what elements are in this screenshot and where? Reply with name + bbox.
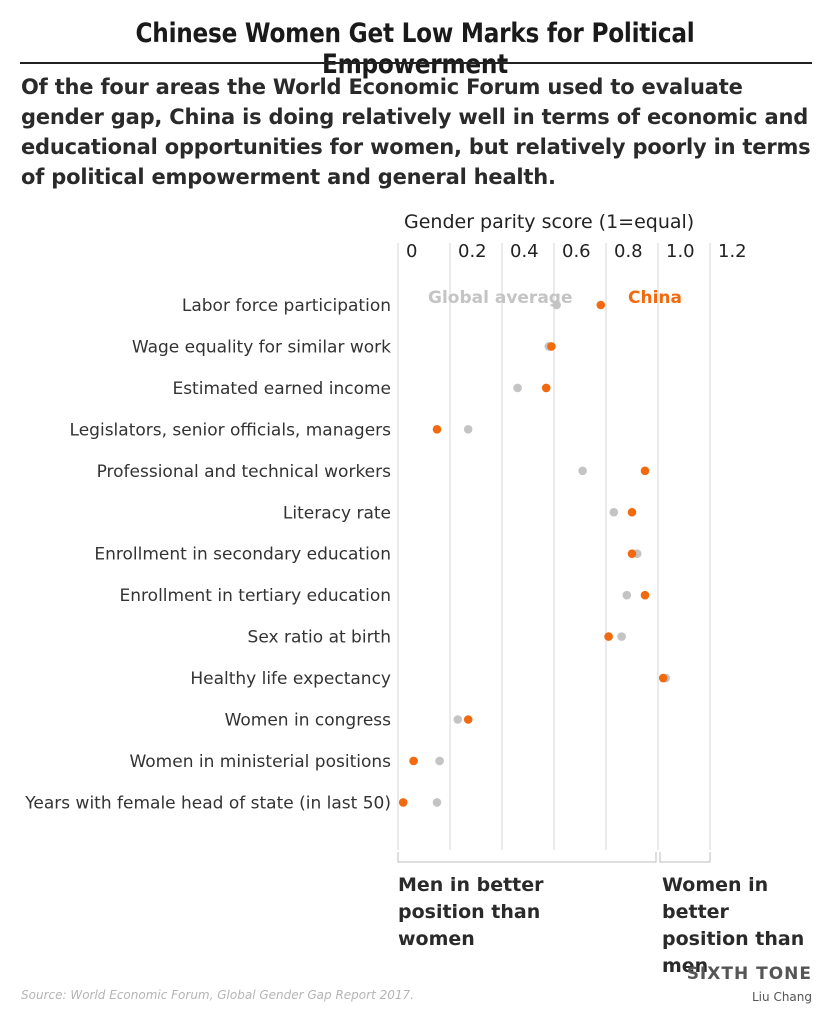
china-point <box>596 300 606 310</box>
category-label: Women in congress <box>225 711 392 731</box>
title-divider <box>20 62 812 64</box>
china-point <box>604 632 613 641</box>
x-tick-label: 0.6 <box>562 241 591 262</box>
x-tick-label: 0.8 <box>614 241 643 262</box>
author-credit: Liu Chang <box>752 990 812 1004</box>
category-labels: Labor force participation Wage equality f… <box>24 296 391 813</box>
category-label: Estimated earned income <box>172 379 391 399</box>
men-better-label: Men in better position than women <box>398 874 544 950</box>
china-point <box>640 590 650 600</box>
category-label: Healthy life expectancy <box>190 669 391 689</box>
dot-plot-chart: Gender parity score (1=equal) 0 0.2 0.4 0.6… <box>24 211 747 863</box>
category-label: Legislators, senior officials, managers <box>70 420 392 440</box>
global-average-point <box>552 300 561 310</box>
category-label: Women in ministerial positions <box>129 752 391 772</box>
x-tick-label: 0.4 <box>510 241 539 262</box>
x-tick-label: 0.2 <box>458 241 487 262</box>
global-average-point <box>622 590 632 600</box>
x-tick-label: 1.2 <box>718 241 747 262</box>
global-average-point <box>463 425 473 434</box>
china-point <box>640 466 650 476</box>
category-label: Wage equality for similar work <box>132 337 391 357</box>
x-tick-label: 0 <box>406 241 417 262</box>
men-better-bracket <box>397 852 657 863</box>
category-label: Enrollment in secondary education <box>94 545 391 565</box>
china-point <box>541 383 551 393</box>
china-point <box>627 549 637 558</box>
region-brackets <box>397 852 711 863</box>
china-point <box>547 342 556 351</box>
china-point <box>463 715 473 724</box>
global-average-point <box>609 507 619 517</box>
china-annotation: China <box>628 288 682 308</box>
global-average-point <box>432 798 442 807</box>
category-label: Sex ratio at birth <box>248 628 391 648</box>
china-point <box>398 798 408 807</box>
data-points <box>398 300 671 807</box>
global-average-point <box>578 466 587 476</box>
chart-title: Chinese Women Get Low Marks for Politica… <box>135 18 695 80</box>
global-average-point <box>513 383 522 393</box>
global-average-point <box>617 632 626 641</box>
category-label: Literacy rate <box>283 503 391 523</box>
gridlines <box>397 243 711 850</box>
x-tick-labels: 0 0.2 0.4 0.6 0.8 1.0 1.2 <box>406 241 747 262</box>
women-better-label: Women in better position than men <box>662 874 805 977</box>
category-label: Labor force participation <box>182 296 391 316</box>
china-point <box>658 673 668 683</box>
china-point <box>432 425 442 434</box>
category-label: Enrollment in tertiary education <box>120 586 391 606</box>
global-average-point <box>453 715 463 724</box>
global-average-annotation: Global average <box>428 288 572 308</box>
x-tick-label: 1.0 <box>666 241 695 262</box>
chart-subtitle: Of the four areas the World Economic For… <box>21 75 811 189</box>
brand-logo: SIXTH TONE <box>686 964 812 984</box>
china-point <box>627 507 637 517</box>
x-axis-label: Gender parity score (1=equal) <box>404 211 694 233</box>
global-average-point <box>435 756 444 766</box>
women-better-bracket <box>659 852 711 863</box>
category-label: Professional and technical workers <box>97 462 392 482</box>
source-note: Source: World Economic Forum, Global Gen… <box>21 988 414 1002</box>
china-point <box>409 756 418 766</box>
category-label: Years with female head of state (in last… <box>24 793 391 813</box>
